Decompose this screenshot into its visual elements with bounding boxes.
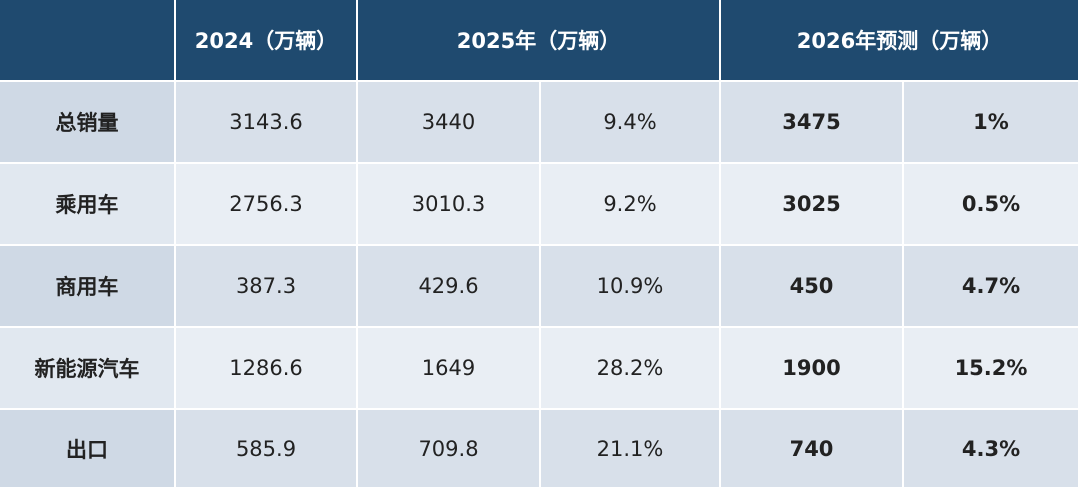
data-cell: 1% [904, 82, 1078, 162]
data-cell: 0.5% [904, 164, 1078, 244]
header-cell: 2025年（万辆） [358, 0, 719, 80]
data-cell: 10.9% [541, 246, 719, 326]
data-cell: 3143.6 [176, 82, 356, 162]
data-cell: 429.6 [358, 246, 539, 326]
data-cell: 21.1% [541, 410, 719, 487]
data-cell: 3440 [358, 82, 539, 162]
data-cell: 387.3 [176, 246, 356, 326]
data-cell: 28.2% [541, 328, 719, 408]
data-cell: 740 [721, 410, 902, 487]
data-cell: 4.3% [904, 410, 1078, 487]
data-cell: 2756.3 [176, 164, 356, 244]
data-cell: 3025 [721, 164, 902, 244]
data-cell: 4.7% [904, 246, 1078, 326]
header-cell: 2024（万辆） [176, 0, 356, 80]
data-cell: 450 [721, 246, 902, 326]
data-cell: 709.8 [358, 410, 539, 487]
data-cell: 9.4% [541, 82, 719, 162]
row-label: 新能源汽车 [0, 328, 174, 408]
data-cell: 1286.6 [176, 328, 356, 408]
data-cell: 3010.3 [358, 164, 539, 244]
data-cell: 1649 [358, 328, 539, 408]
row-label: 商用车 [0, 246, 174, 326]
row-label: 出口 [0, 410, 174, 487]
data-cell: 585.9 [176, 410, 356, 487]
header-cell: 2026年预测（万辆） [721, 0, 1078, 80]
data-cell: 3475 [721, 82, 902, 162]
data-cell: 15.2% [904, 328, 1078, 408]
row-label: 总销量 [0, 82, 174, 162]
data-cell: 9.2% [541, 164, 719, 244]
header-corner [0, 0, 174, 80]
data-cell: 1900 [721, 328, 902, 408]
row-label: 乘用车 [0, 164, 174, 244]
